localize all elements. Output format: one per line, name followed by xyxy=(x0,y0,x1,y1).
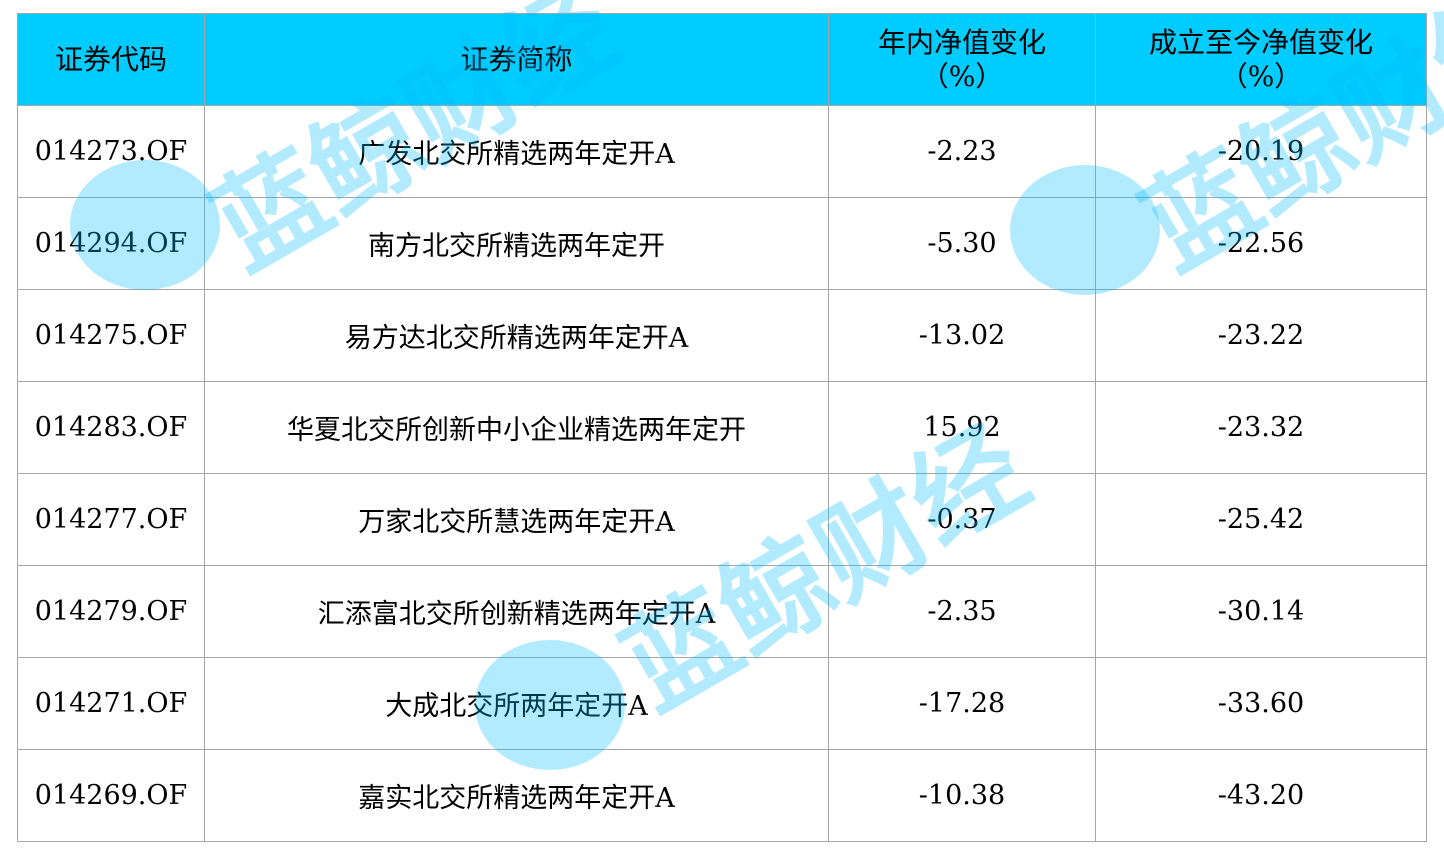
column-header: 证券简称 xyxy=(204,13,829,106)
table-cell: 嘉实北交所精选两年定开A xyxy=(204,749,829,842)
column-header: 年内净值变化 （%） xyxy=(828,13,1096,106)
table-cell: 华夏北交所创新中小企业精选两年定开 xyxy=(204,381,829,474)
table-cell: -33.60 xyxy=(1095,657,1427,750)
table-cell: 15.92 xyxy=(828,381,1096,474)
table-cell: -10.38 xyxy=(828,749,1096,842)
table-row: 014294.OF 南方北交所精选两年定开 -5.30 -22.56 xyxy=(17,197,1427,290)
table-cell: -5.30 xyxy=(828,197,1096,290)
table-cell: 014269.OF xyxy=(17,749,205,842)
table-row: 014273.OF 广发北交所精选两年定开A -2.23 -20.19 xyxy=(17,105,1427,198)
table-cell: 014277.OF xyxy=(17,473,205,566)
table-cell: 易方达北交所精选两年定开A xyxy=(204,289,829,382)
table-cell: -30.14 xyxy=(1095,565,1427,658)
table-cell: -2.23 xyxy=(828,105,1096,198)
table-body: 014273.OF 广发北交所精选两年定开A -2.23 -20.19 014294.O… xyxy=(17,105,1427,842)
table-row: 014269.OF 嘉实北交所精选两年定开A -10.38 -43.20 xyxy=(17,749,1427,842)
table-cell: 广发北交所精选两年定开A xyxy=(204,105,829,198)
table-cell: 万家北交所慧选两年定开A xyxy=(204,473,829,566)
table-cell: 014275.OF xyxy=(17,289,205,382)
table-cell: 014271.OF xyxy=(17,657,205,750)
table-header: 证券代码 证券简称 年内净值变化 （%） 成立至今净值变化 （%） xyxy=(17,13,1427,106)
table-row: 014271.OF 大成北交所两年定开A -17.28 -33.60 xyxy=(17,657,1427,750)
table-cell: 汇添富北交所创新精选两年定开A xyxy=(204,565,829,658)
table-row: 014279.OF 汇添富北交所创新精选两年定开A -2.35 -30.14 xyxy=(17,565,1427,658)
table-cell: -13.02 xyxy=(828,289,1096,382)
fund-table: 证券代码 证券简称 年内净值变化 （%） 成立至今净值变化 （%） 014273.OF… xyxy=(17,13,1427,842)
table-cell: -43.20 xyxy=(1095,749,1427,842)
table-cell: 014279.OF xyxy=(17,565,205,658)
table-cell: 014273.OF xyxy=(17,105,205,198)
table-cell: -20.19 xyxy=(1095,105,1427,198)
table-cell: -23.32 xyxy=(1095,381,1427,474)
table-cell: -22.56 xyxy=(1095,197,1427,290)
table-row: 014277.OF 万家北交所慧选两年定开A -0.37 -25.42 xyxy=(17,473,1427,566)
table-cell: -2.35 xyxy=(828,565,1096,658)
table-row: 014283.OF 华夏北交所创新中小企业精选两年定开 15.92 -23.32 xyxy=(17,381,1427,474)
table-cell: 大成北交所两年定开A xyxy=(204,657,829,750)
table-cell: 南方北交所精选两年定开 xyxy=(204,197,829,290)
table-cell: -17.28 xyxy=(828,657,1096,750)
table-cell: -23.22 xyxy=(1095,289,1427,382)
table-row: 014275.OF 易方达北交所精选两年定开A -13.02 -23.22 xyxy=(17,289,1427,382)
table-cell: -0.37 xyxy=(828,473,1096,566)
table-cell: 014283.OF xyxy=(17,381,205,474)
table-cell: 014294.OF xyxy=(17,197,205,290)
table-cell: -25.42 xyxy=(1095,473,1427,566)
column-header: 证券代码 xyxy=(17,13,205,106)
column-header: 成立至今净值变化 （%） xyxy=(1095,13,1427,106)
